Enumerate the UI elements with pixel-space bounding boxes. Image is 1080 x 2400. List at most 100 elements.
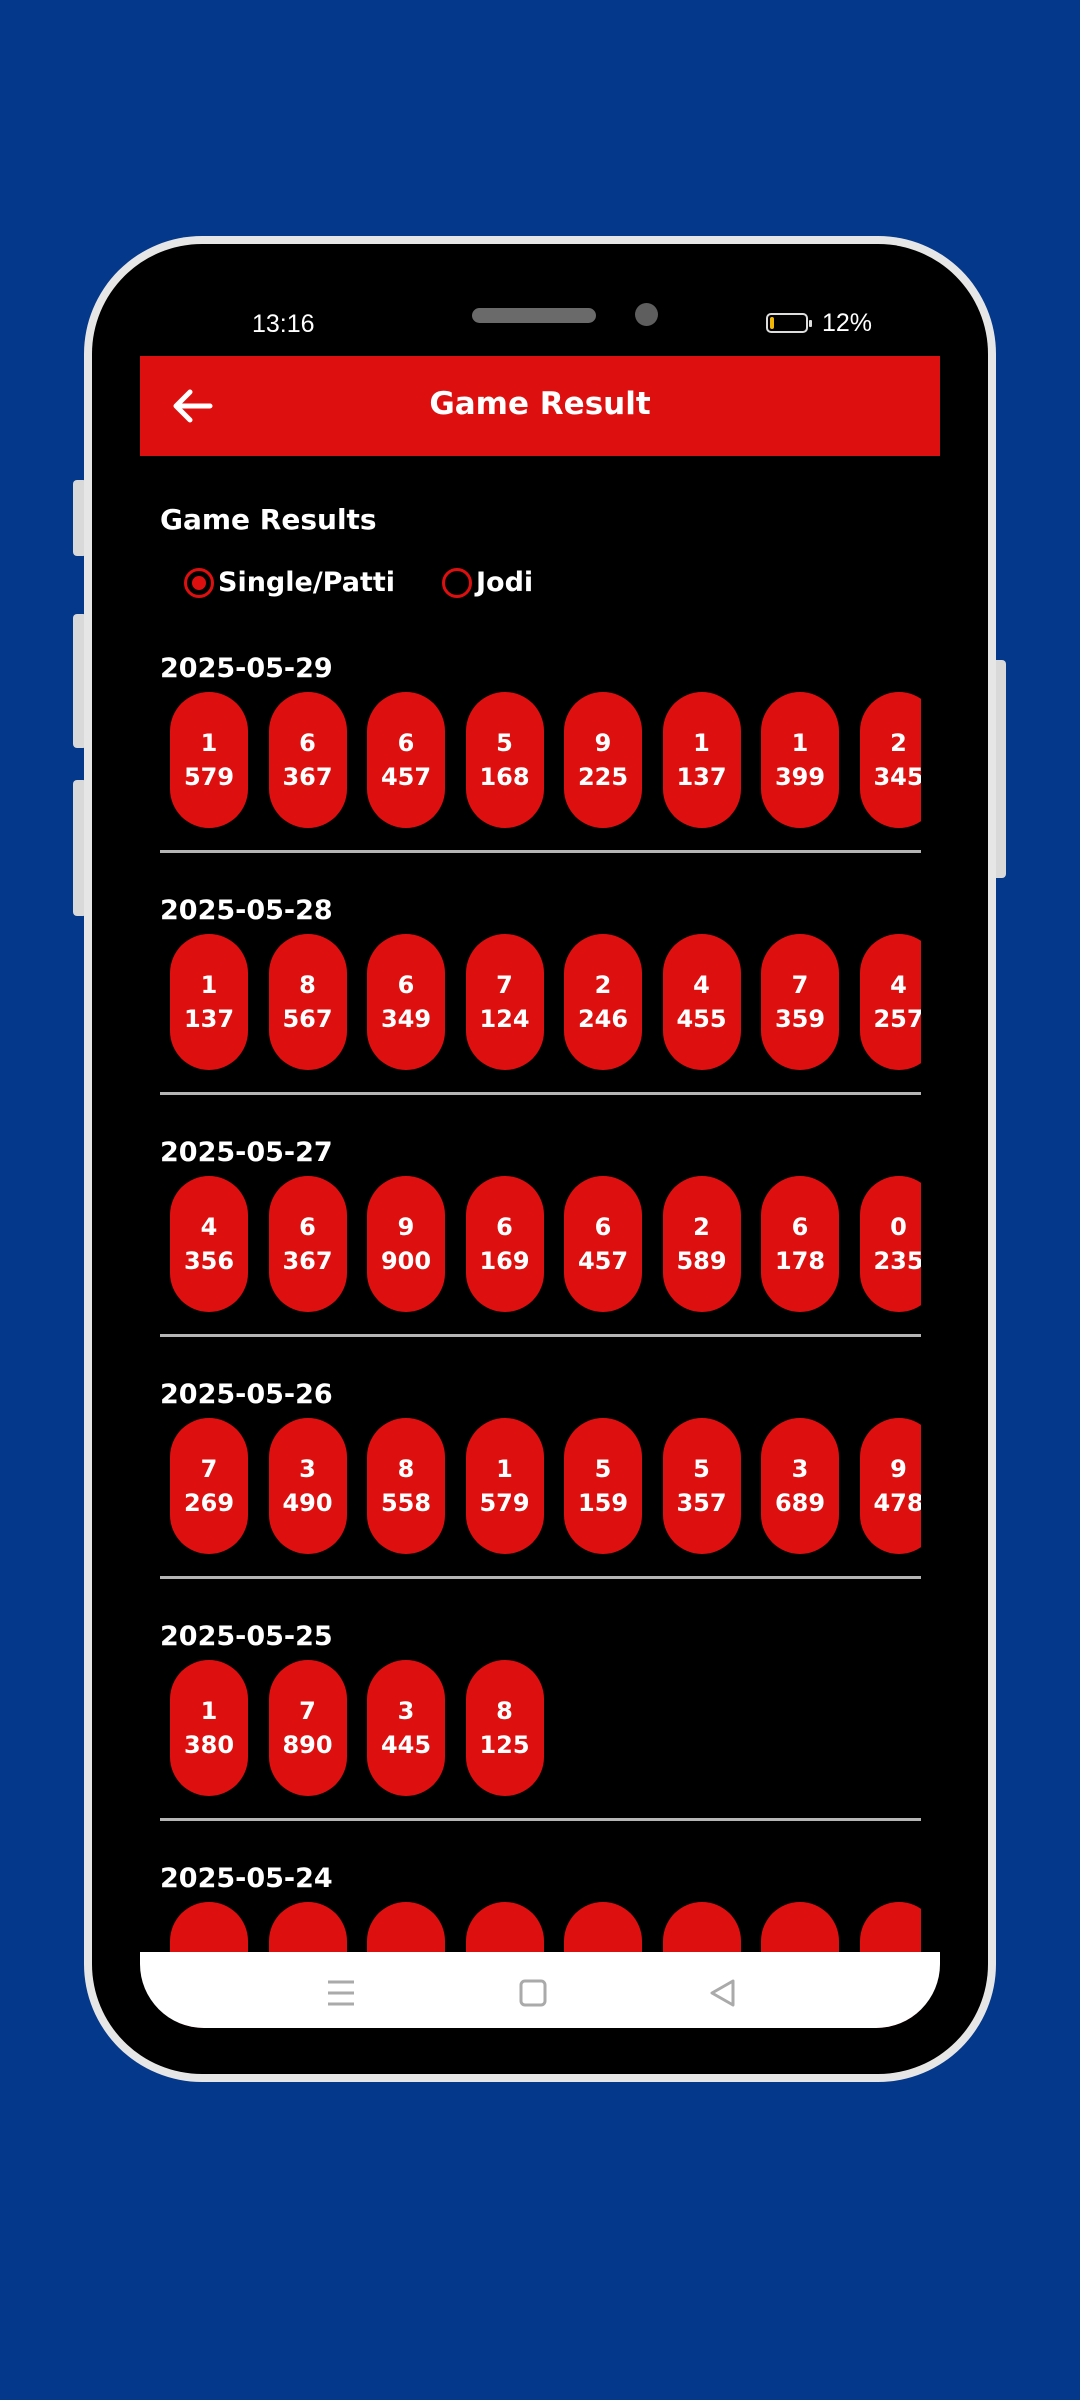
- result-patti: 349: [380, 1005, 432, 1033]
- result-date: 2025-05-25: [160, 1621, 333, 1652]
- result-patti: 890: [282, 1731, 333, 1759]
- result-single: 7: [791, 971, 809, 999]
- result-pill: 1 137: [170, 934, 248, 1070]
- result-section: 2025-05-25 1 380 7 890 3 445 8 125: [160, 1621, 921, 1863]
- result-pill: 7 359: [761, 934, 839, 1070]
- camera: [635, 303, 658, 326]
- result-pill: 6 367: [268, 1176, 347, 1312]
- result-patti: 579: [183, 763, 235, 791]
- result-patti: 478: [873, 1489, 921, 1517]
- result-patti: 367: [282, 1247, 333, 1275]
- result-single: 6: [791, 1213, 809, 1241]
- result-patti: 567: [282, 1005, 333, 1033]
- screen: 13:16 12% Game Result Game Results Singl…: [140, 290, 940, 2028]
- app-bar: Game Result: [140, 356, 940, 456]
- result-pill: 1 579: [170, 692, 248, 828]
- back-triangle-icon[interactable]: [708, 1978, 738, 2008]
- result-patti: 257: [873, 1005, 921, 1033]
- result-pill: 2 345: [859, 692, 921, 828]
- system-nav-bar: [140, 1952, 940, 2028]
- divider: [160, 1092, 921, 1095]
- result-section: 2025-05-28 1 137 8 567 6 349 7 124 2 246 4 455 7 359 4 2…: [160, 895, 921, 1137]
- result-patti: 380: [183, 1731, 235, 1759]
- result-pill: 4 356: [170, 1176, 248, 1312]
- battery-icon: [766, 313, 812, 333]
- result-single: 0: [890, 1213, 907, 1241]
- result-single: 2: [693, 1213, 710, 1241]
- result-single: 8: [496, 1697, 513, 1725]
- result-section: 2025-05-26 7 269 3 490 8 558 1 579 5 159 5 357 3 689 9 4…: [160, 1379, 921, 1621]
- result-pill: 6 367: [268, 692, 347, 828]
- result-pill: 6 457: [564, 1176, 642, 1312]
- result-pill: 8 558: [367, 1418, 445, 1554]
- result-row[interactable]: 1 137 8 567 6 349 7 124 2 246 4 455 7 359 4 257: [160, 934, 921, 1074]
- result-pill: 6 169: [465, 1176, 544, 1312]
- result-single: 1: [693, 729, 710, 757]
- volume-button-1: [73, 480, 87, 556]
- result-pill: 9 900: [367, 1176, 445, 1312]
- result-patti: 689: [774, 1489, 826, 1517]
- result-patti: 558: [380, 1489, 432, 1517]
- menu-icon[interactable]: [326, 1978, 356, 2008]
- result-patti: 589: [676, 1247, 727, 1275]
- result-patti: 579: [479, 1489, 530, 1517]
- result-single: 7: [496, 971, 513, 999]
- result-date: 2025-05-27: [160, 1137, 333, 1168]
- section-heading: Game Results: [160, 503, 377, 536]
- result-patti: 445: [380, 1731, 432, 1759]
- radio-selected-icon: [184, 567, 214, 598]
- battery-percent: 12%: [822, 309, 873, 337]
- result-single: 4: [890, 971, 907, 999]
- result-patti: 168: [479, 763, 530, 791]
- result-pill: 7 269: [170, 1418, 248, 1554]
- volume-button-2: [73, 614, 87, 748]
- result-patti: 124: [479, 1005, 530, 1033]
- result-patti: 159: [577, 1489, 629, 1517]
- result-date: 2025-05-26: [160, 1379, 333, 1410]
- result-patti: 490: [282, 1489, 333, 1517]
- result-single: 6: [397, 729, 415, 757]
- speaker: [472, 308, 596, 323]
- radio-label: Single/Patti: [218, 567, 396, 598]
- result-section: 2025-05-27 4 356 6 367 9 900 6 169 6 457 2 589 6 178 0 2…: [160, 1137, 921, 1379]
- result-single: 9: [594, 729, 612, 757]
- result-pill: 5 168: [465, 692, 544, 828]
- result-row[interactable]: 4 356 6 367 9 900 6 169 6 457 2 589 6 178 0 235: [160, 1176, 921, 1316]
- result-single: 9: [397, 1213, 415, 1241]
- result-row[interactable]: 7 269 3 490 8 558 1 579 5 159 5 357 3 689 9 478: [160, 1418, 921, 1558]
- result-pill: 7 124: [465, 934, 544, 1070]
- result-patti: 457: [380, 763, 432, 791]
- result-single: 6: [594, 1213, 612, 1241]
- status-time: 13:16: [252, 310, 315, 338]
- result-pill: 3 445: [367, 1660, 445, 1796]
- result-single: 3: [791, 1455, 809, 1483]
- result-single: 3: [299, 1455, 316, 1483]
- result-patti: 235: [873, 1247, 921, 1275]
- result-single: 7: [299, 1697, 316, 1725]
- result-single: 9: [890, 1455, 907, 1483]
- divider: [160, 850, 921, 853]
- result-patti: 169: [479, 1247, 530, 1275]
- result-pill: 6 349: [367, 934, 445, 1070]
- result-date: 2025-05-29: [160, 653, 333, 684]
- result-patti: 269: [183, 1489, 235, 1517]
- result-row[interactable]: 1 380 7 890 3 445 8 125: [160, 1660, 921, 1800]
- radio-single-patti[interactable]: Single/Patti: [184, 567, 395, 598]
- result-single: 3: [397, 1697, 415, 1725]
- result-patti: 125: [479, 1731, 530, 1759]
- result-single: 1: [200, 729, 218, 757]
- result-patti: 225: [577, 763, 629, 791]
- result-row[interactable]: 1 579 6 367 6 457 5 168 9 225 1 137 1 399 2 345: [160, 692, 921, 832]
- result-pill: 6 178: [761, 1176, 839, 1312]
- result-patti: 359: [774, 1005, 826, 1033]
- radio-unselected-icon: [442, 567, 472, 598]
- result-patti: 246: [577, 1005, 629, 1033]
- radio-jodi[interactable]: Jodi: [442, 567, 533, 598]
- result-pill: 5 357: [662, 1418, 741, 1554]
- home-square-icon[interactable]: [518, 1978, 548, 2008]
- radio-label: Jodi: [476, 567, 534, 598]
- result-patti: 399: [774, 763, 826, 791]
- result-patti: 345: [873, 763, 921, 791]
- arrow-left-icon[interactable]: [170, 384, 214, 428]
- divider: [160, 1818, 921, 1821]
